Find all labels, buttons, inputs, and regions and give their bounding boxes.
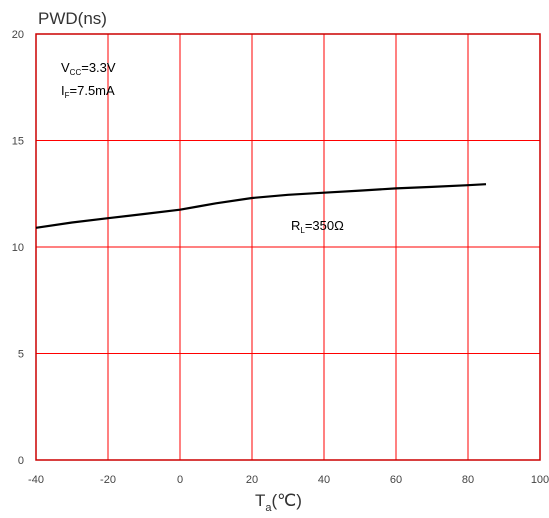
annotation-rl-main: R [291, 218, 300, 233]
y-tick-label: 15 [12, 136, 24, 148]
x-tick-label: 0 [177, 474, 183, 486]
x-axis-label-sub: a [265, 502, 272, 514]
annotation-if-main: I [61, 83, 65, 98]
annotation-vcc: VCC=3.3V [61, 60, 116, 77]
y-tick-label: 5 [18, 349, 24, 361]
x-tick-label: -40 [28, 474, 44, 486]
x-axis-label-main: T [255, 491, 265, 510]
x-axis-label: Ta(℃) [255, 491, 302, 514]
chart-title: PWD(ns) [38, 9, 107, 28]
plot-frame [35, 33, 541, 461]
x-tick-label: 60 [390, 474, 402, 486]
x-tick-label: 80 [462, 474, 474, 486]
y-tick-label: 20 [12, 29, 24, 41]
annotation-if-value: =7.5mA [70, 83, 115, 98]
annotation-vcc-value: =3.3V [81, 60, 116, 75]
annotation-if: IF=7.5mA [61, 83, 115, 100]
x-axis-label-unit: (℃) [272, 491, 302, 510]
x-tick-label: 20 [246, 474, 258, 486]
pwd-series-line [35, 183, 487, 229]
x-tick-label: -20 [100, 474, 116, 486]
annotation-rl-sub: L [300, 226, 305, 235]
annotation-rl-value: =350Ω [305, 218, 344, 233]
annotation-vcc-main: V [61, 60, 70, 75]
annotation-vcc-sub: CC [70, 68, 82, 77]
y-tick-label: 0 [18, 455, 24, 467]
annotation-rl: RL=350Ω [291, 218, 344, 235]
tick-labels: -40 -20 0 20 40 60 80 100 0 5 10 15 20 [12, 29, 549, 486]
y-tick-label: 10 [12, 242, 24, 254]
x-tick-label: 40 [318, 474, 330, 486]
x-tick-label: 100 [531, 474, 549, 486]
annotation-if-sub: F [65, 91, 70, 100]
